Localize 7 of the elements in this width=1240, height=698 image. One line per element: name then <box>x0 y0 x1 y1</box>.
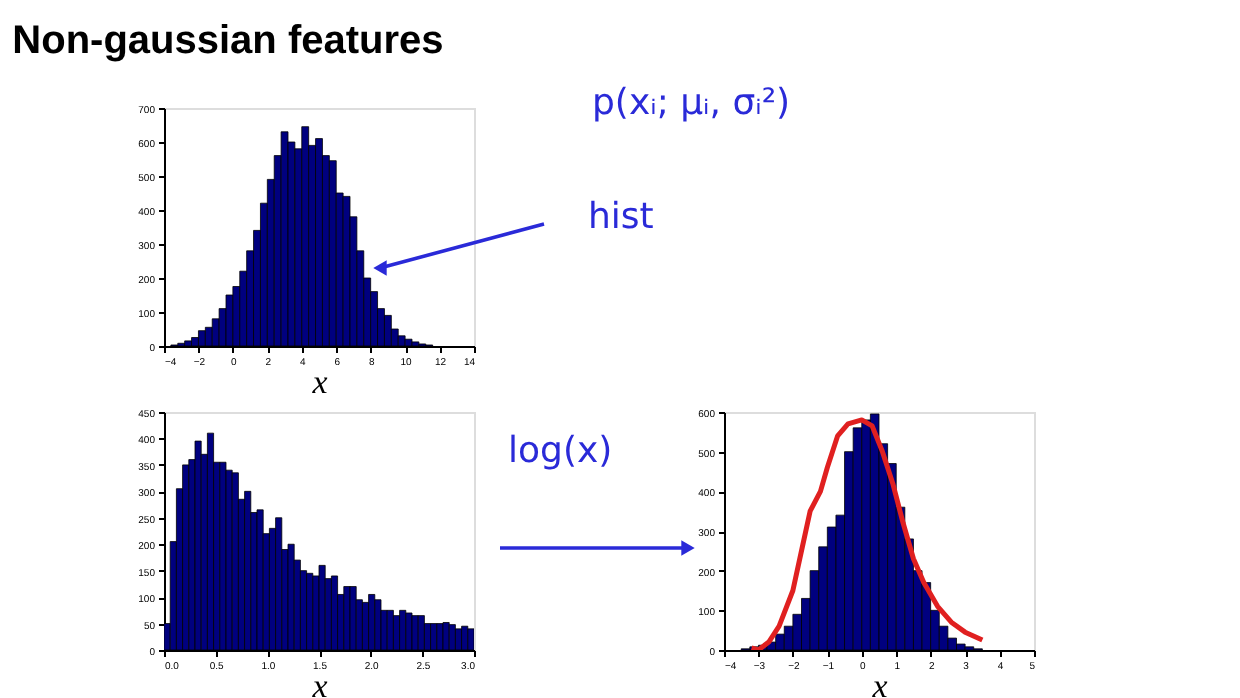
chart-title: Non-gaussian features <box>12 19 444 63</box>
text: hist <box>588 196 654 238</box>
text: log(x) <box>508 430 613 472</box>
x-axis-title: x <box>310 667 329 698</box>
text: p(xᵢ; μᵢ, σᵢ²) <box>592 82 791 124</box>
x-axis-title: x <box>310 363 329 401</box>
x-axis-title: x <box>870 667 889 698</box>
